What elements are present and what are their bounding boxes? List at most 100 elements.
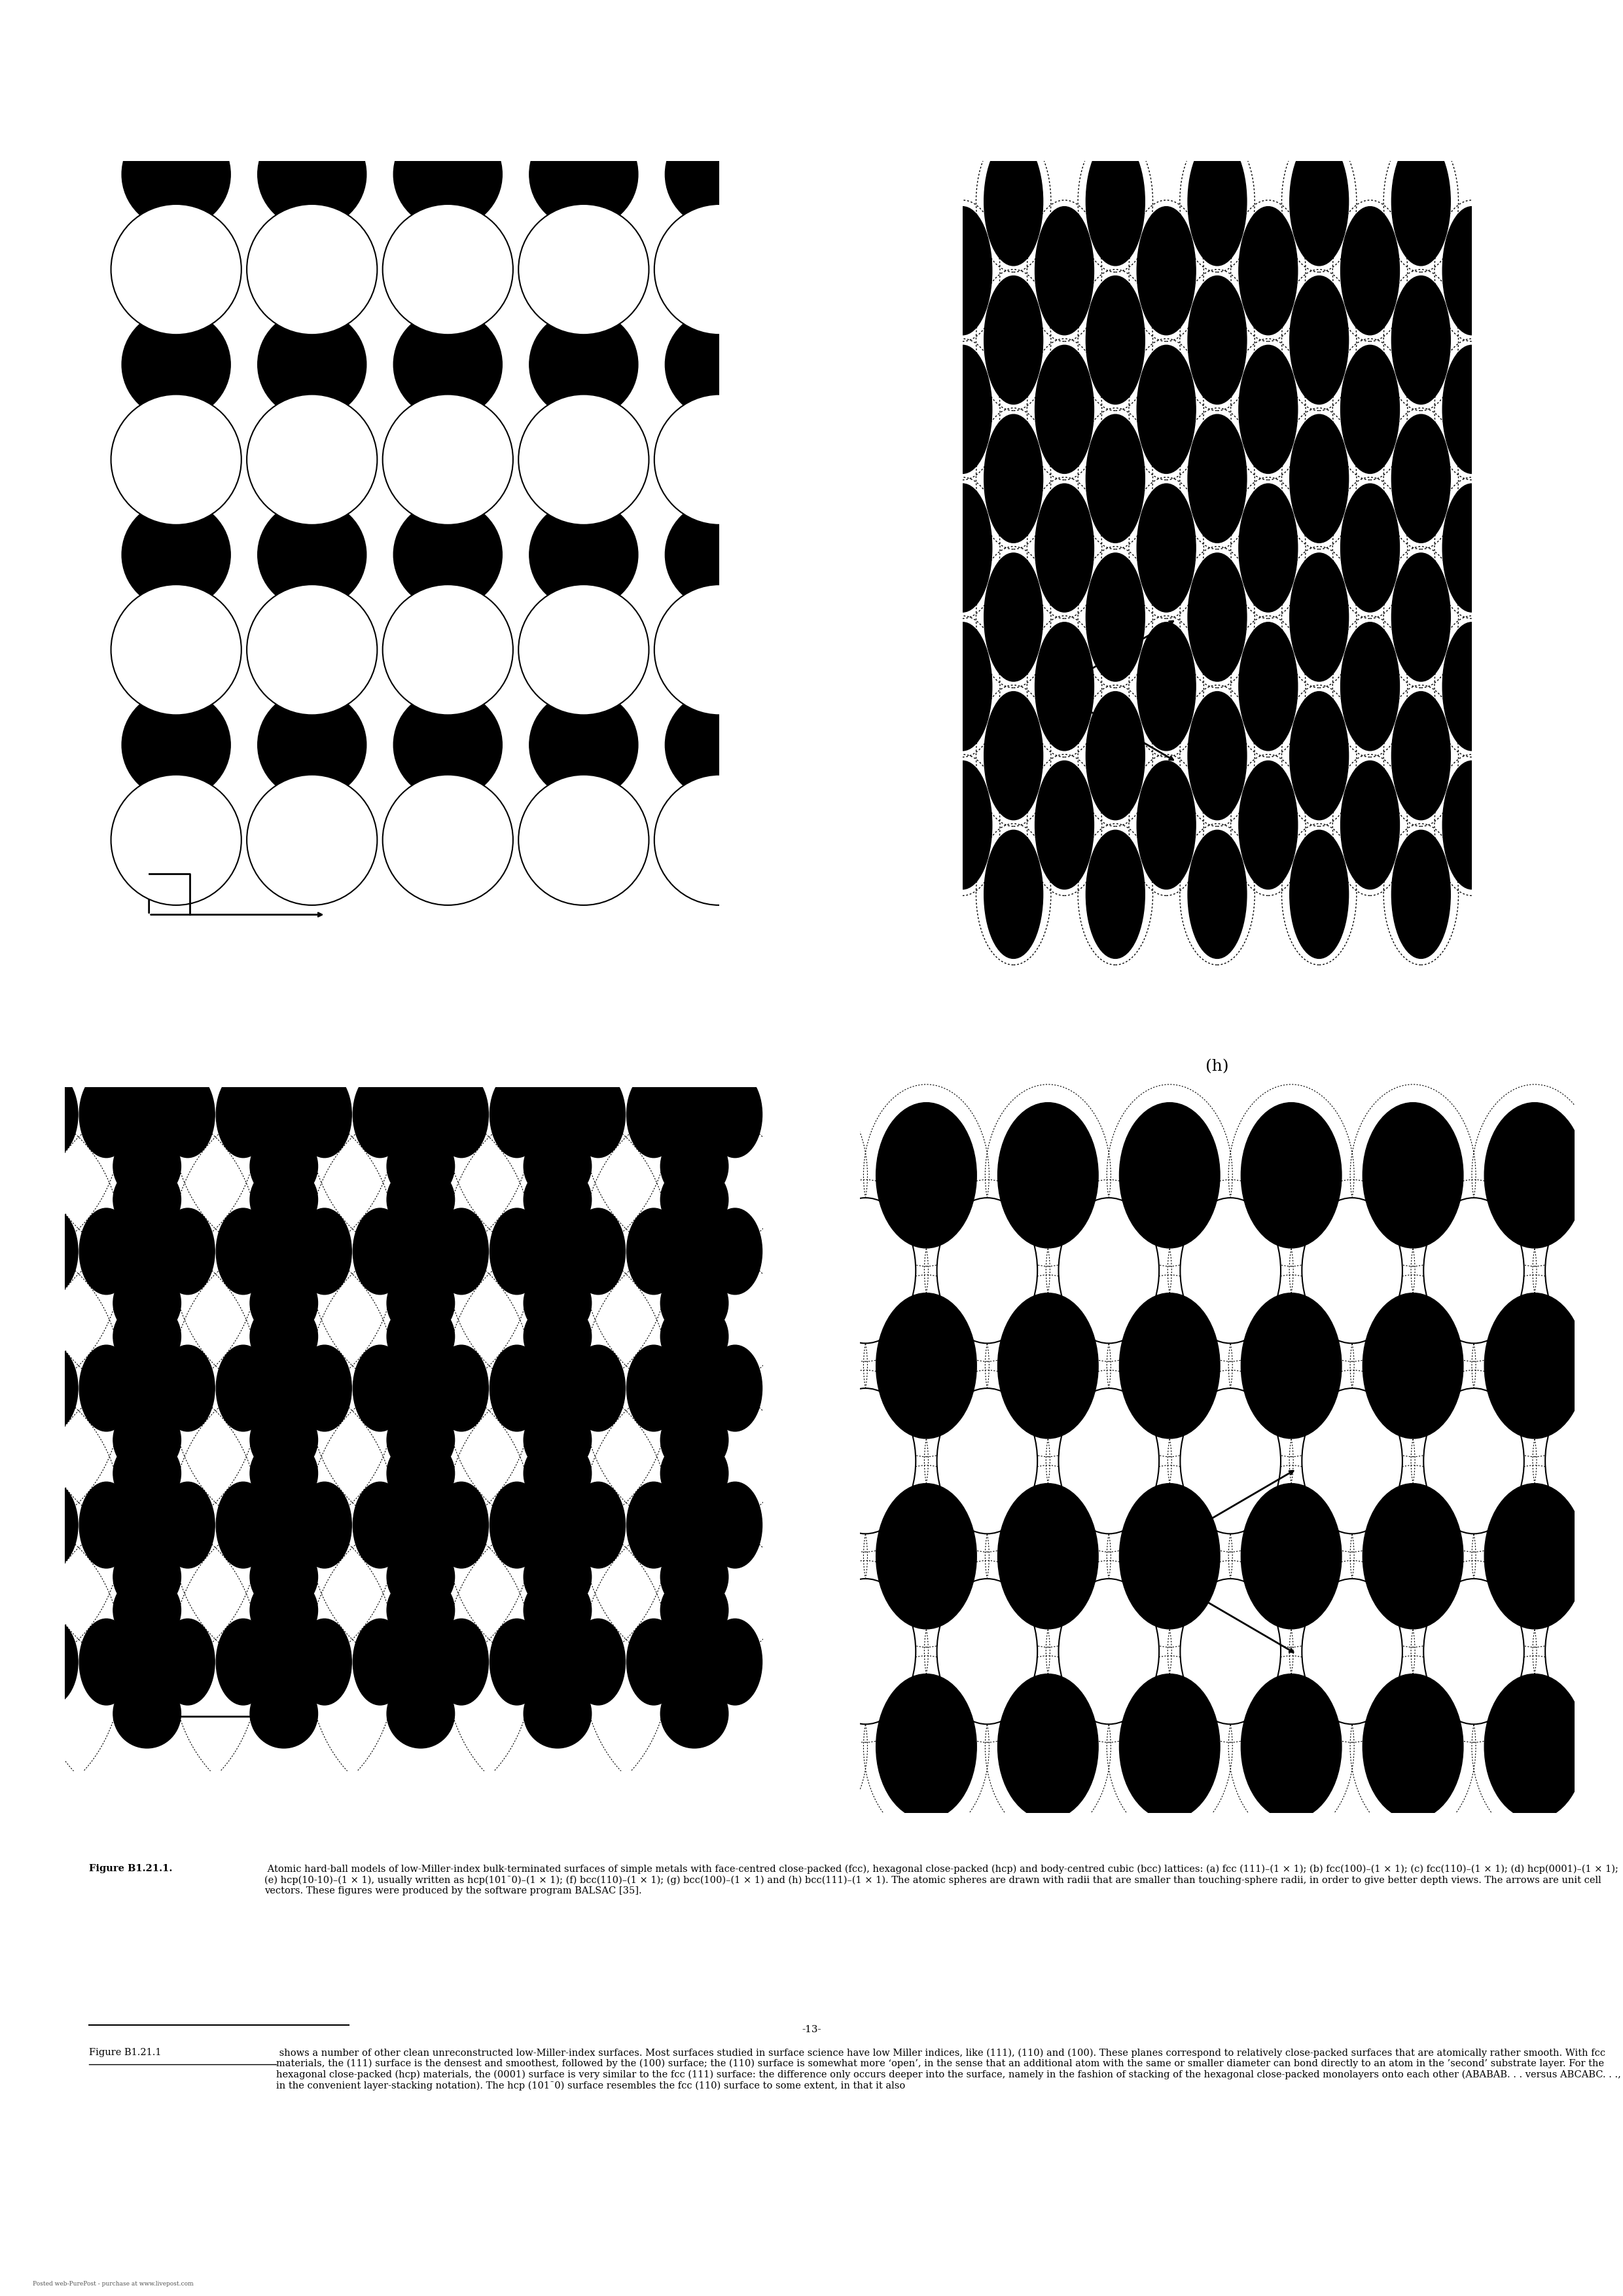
- Ellipse shape: [998, 1293, 1099, 1440]
- Ellipse shape: [250, 1440, 318, 1508]
- Ellipse shape: [933, 344, 992, 473]
- Ellipse shape: [386, 1575, 454, 1644]
- Ellipse shape: [1238, 760, 1298, 889]
- Ellipse shape: [1391, 831, 1451, 957]
- Text: (f): (f): [1208, 181, 1227, 195]
- Ellipse shape: [352, 1345, 407, 1430]
- Circle shape: [0, 501, 94, 608]
- Ellipse shape: [250, 1302, 318, 1371]
- Text: Figure B1.21.1.: Figure B1.21.1.: [89, 1864, 172, 1874]
- Ellipse shape: [1545, 1199, 1623, 1343]
- Ellipse shape: [883, 831, 941, 957]
- Ellipse shape: [0, 1605, 55, 1720]
- Ellipse shape: [114, 1440, 180, 1508]
- Circle shape: [518, 204, 649, 335]
- Ellipse shape: [239, 1605, 329, 1720]
- Ellipse shape: [24, 1345, 78, 1430]
- Circle shape: [122, 501, 230, 608]
- Ellipse shape: [386, 1270, 454, 1339]
- Ellipse shape: [815, 1389, 915, 1534]
- Ellipse shape: [1290, 553, 1349, 682]
- Circle shape: [258, 310, 367, 418]
- Circle shape: [518, 774, 649, 905]
- Ellipse shape: [1363, 1102, 1464, 1249]
- Circle shape: [258, 691, 367, 799]
- Ellipse shape: [297, 1345, 352, 1430]
- Ellipse shape: [524, 1270, 591, 1339]
- Ellipse shape: [661, 1029, 729, 1097]
- Ellipse shape: [0, 1302, 44, 1371]
- Ellipse shape: [114, 1678, 180, 1747]
- Ellipse shape: [0, 1332, 55, 1446]
- Circle shape: [0, 395, 105, 526]
- Ellipse shape: [571, 1345, 625, 1430]
- Ellipse shape: [755, 1483, 855, 1628]
- Ellipse shape: [490, 1072, 544, 1157]
- Circle shape: [654, 395, 784, 526]
- Ellipse shape: [1493, 138, 1552, 266]
- Ellipse shape: [0, 1575, 44, 1644]
- Ellipse shape: [649, 1605, 740, 1720]
- Ellipse shape: [708, 1208, 763, 1295]
- Ellipse shape: [524, 1164, 591, 1235]
- Ellipse shape: [1443, 207, 1501, 335]
- Ellipse shape: [490, 1208, 544, 1295]
- Ellipse shape: [876, 1674, 977, 1818]
- Ellipse shape: [1242, 1483, 1342, 1628]
- Ellipse shape: [80, 1481, 133, 1568]
- Ellipse shape: [1180, 1389, 1281, 1534]
- Circle shape: [247, 585, 377, 714]
- Ellipse shape: [0, 1056, 55, 1171]
- Ellipse shape: [1493, 276, 1552, 404]
- Ellipse shape: [1290, 413, 1349, 542]
- Ellipse shape: [755, 1293, 855, 1440]
- Circle shape: [110, 585, 242, 714]
- Ellipse shape: [375, 1467, 466, 1582]
- Ellipse shape: [626, 1481, 680, 1568]
- Ellipse shape: [386, 1543, 454, 1612]
- Text: (h): (h): [1206, 1058, 1229, 1075]
- Text: -13-: -13-: [802, 2025, 821, 2034]
- Ellipse shape: [1188, 276, 1246, 404]
- Ellipse shape: [114, 1575, 180, 1644]
- Ellipse shape: [1180, 1580, 1281, 1724]
- Ellipse shape: [513, 1467, 602, 1582]
- Ellipse shape: [1493, 553, 1552, 682]
- Ellipse shape: [80, 1619, 133, 1706]
- Text: (c): (c): [403, 188, 425, 202]
- Circle shape: [122, 310, 230, 418]
- Ellipse shape: [571, 1072, 625, 1157]
- Ellipse shape: [1302, 1199, 1402, 1343]
- Circle shape: [393, 119, 502, 230]
- Text: Posted web-PurePost - purchase at www.livepost.com: Posted web-PurePost - purchase at www.li…: [32, 2280, 193, 2287]
- Ellipse shape: [0, 1164, 44, 1235]
- Circle shape: [0, 204, 105, 335]
- Ellipse shape: [114, 1543, 180, 1612]
- Circle shape: [258, 501, 367, 608]
- Ellipse shape: [216, 1619, 271, 1706]
- Ellipse shape: [1363, 1293, 1464, 1440]
- Ellipse shape: [297, 1481, 352, 1568]
- Ellipse shape: [1238, 484, 1298, 613]
- Ellipse shape: [661, 1270, 729, 1339]
- Ellipse shape: [708, 1481, 763, 1568]
- Ellipse shape: [649, 1194, 740, 1309]
- Ellipse shape: [1341, 760, 1399, 889]
- Ellipse shape: [1238, 207, 1298, 335]
- Circle shape: [0, 119, 94, 230]
- Circle shape: [529, 119, 638, 230]
- Ellipse shape: [661, 1302, 729, 1371]
- Ellipse shape: [984, 276, 1044, 404]
- Ellipse shape: [216, 1481, 271, 1568]
- Ellipse shape: [0, 1270, 44, 1339]
- Ellipse shape: [24, 1481, 78, 1568]
- Text: Atomic hard-ball models of low-Miller-index bulk-terminated surfaces of simple m: Atomic hard-ball models of low-Miller-in…: [265, 1864, 1618, 1894]
- Ellipse shape: [513, 1605, 602, 1720]
- Ellipse shape: [0, 1194, 55, 1309]
- Circle shape: [518, 395, 649, 526]
- Circle shape: [383, 585, 513, 714]
- Ellipse shape: [1391, 276, 1451, 404]
- Ellipse shape: [998, 1674, 1099, 1818]
- Ellipse shape: [1086, 553, 1144, 682]
- Ellipse shape: [386, 1302, 454, 1371]
